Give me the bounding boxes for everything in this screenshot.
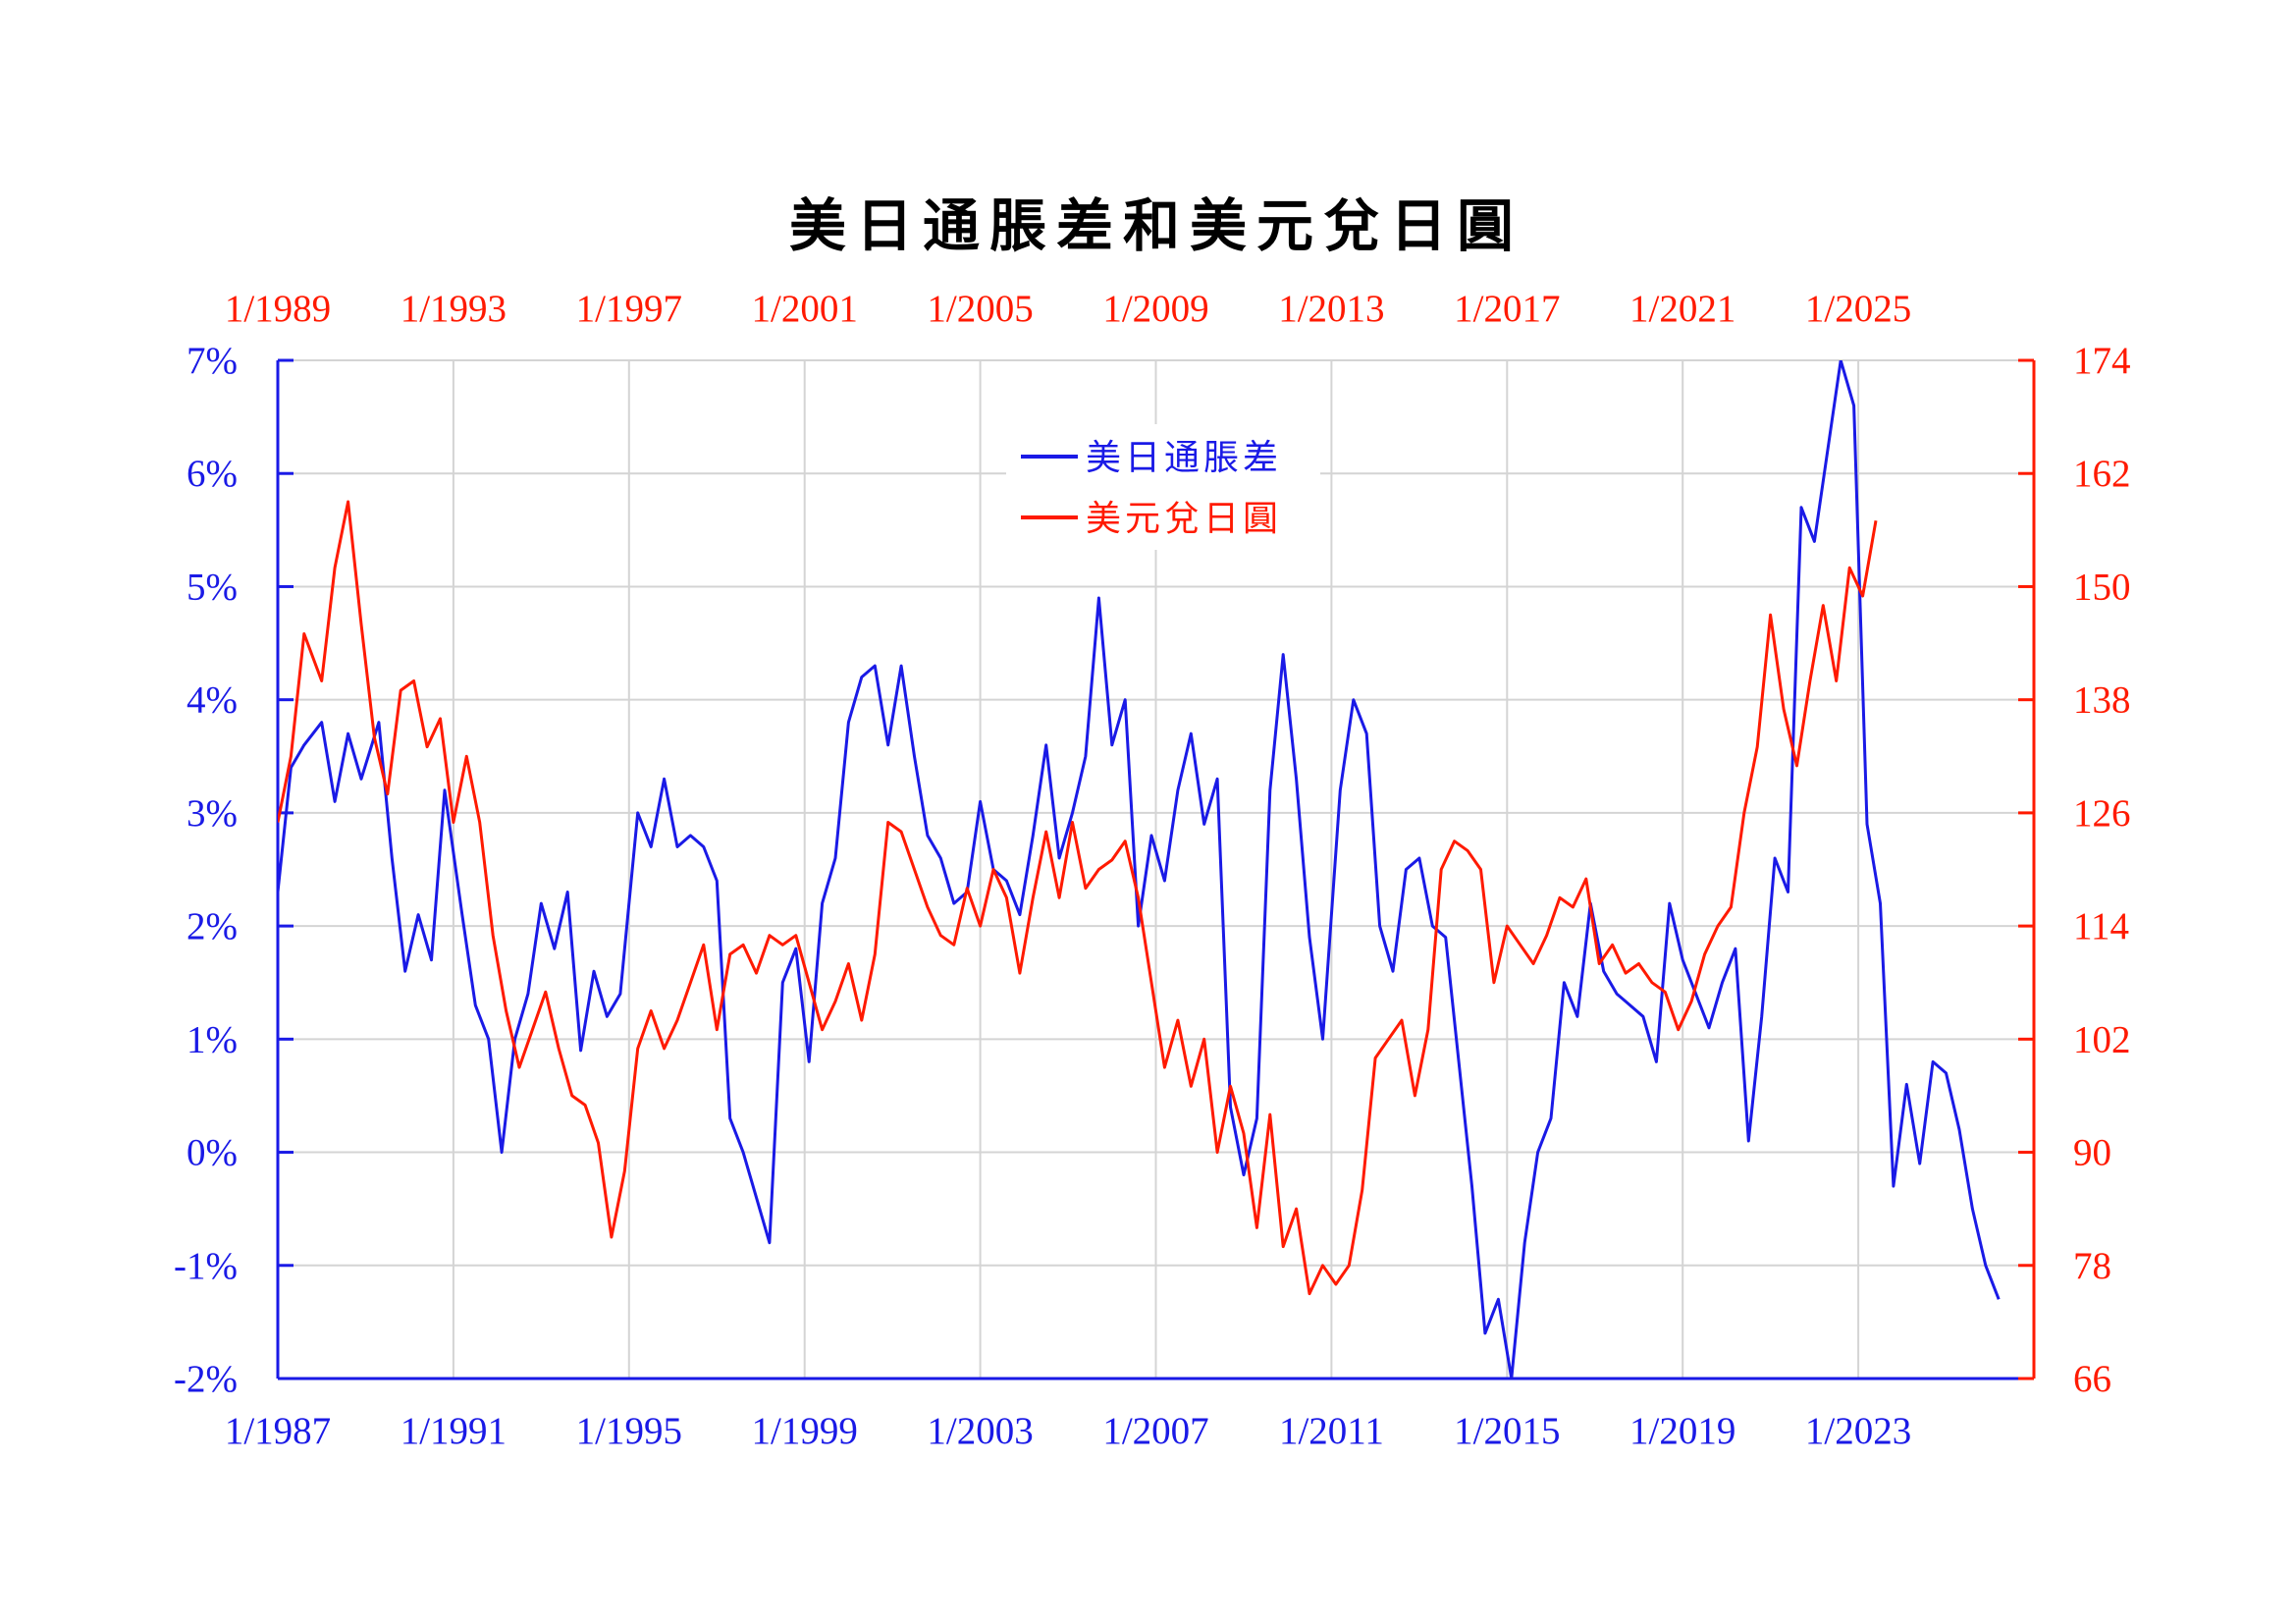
x-top-tick-label: 1/2001 [752,288,858,330]
y-left-tick-label: 1% [187,1018,238,1060]
legend-background [1006,424,1320,550]
grid-lines [278,359,2035,1380]
y-left-tick-label: 2% [187,905,238,947]
series-lines [278,360,2001,1379]
y-left-tick-label: 0% [187,1132,238,1174]
x-top-tick-label: 1/1989 [225,288,331,330]
axes [276,358,2036,1380]
y-right-tick-label: 114 [2073,905,2129,947]
legend-label-usdjpy: 美元兌日圓 [1086,499,1282,539]
x-bottom-tick-label: 1/2007 [1102,1410,1208,1452]
y-left-tick-label: 4% [187,679,238,722]
y-left-tick-label: 6% [187,453,238,495]
x-top-tick-label: 1/2025 [1805,288,1911,330]
y-right-tick-label: 90 [2073,1132,2111,1174]
y-left-tick-label: -2% [174,1358,238,1400]
x-bottom-tick-label: 1/1991 [400,1410,507,1452]
x-top-tick-label: 1/2005 [927,288,1033,330]
x-bottom-tick-label: 1/1999 [752,1410,858,1452]
x-top-tick-label: 1/2009 [1102,288,1208,330]
x-bottom-tick-label: 1/1995 [576,1410,682,1452]
y-right-tick-label: 102 [2073,1018,2131,1060]
x-top-tick-label: 1/2017 [1454,288,1560,330]
x-bottom-tick-label: 1/2015 [1454,1410,1560,1452]
legend-label-inflation: 美日通脹差 [1086,438,1282,478]
y-right-tick-label: 78 [2073,1245,2111,1287]
series-line-inflation-gap [278,360,2001,1379]
y-right-tick-label: 162 [2073,453,2131,495]
x-top-tick-label: 1/1997 [576,288,682,330]
x-top-tick-label: 1/1993 [400,288,507,330]
legend: 美日通脹差 美元兌日圓 [1006,424,1320,550]
x-bottom-tick-label: 1/2003 [927,1410,1033,1452]
tick-labels: 7% 6% 5% 4% 3% 2% 1% 0% -1% -2% 174 162 150 138 126 114… [174,288,2130,1452]
chart-title: 美日通脹差和美元兌日圓 [789,192,1523,259]
y-left-tick-label: 5% [187,566,238,608]
x-bottom-tick-label: 1/2011 [1279,1410,1384,1452]
series-line-usdjpy [278,500,1878,1296]
y-right-tick-label: 150 [2073,566,2131,608]
y-right-tick-label: 66 [2073,1358,2111,1400]
y-left-tick-label: 3% [187,792,238,835]
y-right-tick-label: 174 [2073,340,2131,382]
x-bottom-tick-label: 1/1987 [225,1410,331,1452]
x-bottom-tick-label: 1/2023 [1805,1410,1911,1452]
y-left-tick-label: -1% [174,1245,238,1287]
y-left-tick-label: 7% [187,340,238,382]
x-top-tick-label: 1/2013 [1278,288,1384,330]
y-right-tick-label: 126 [2073,792,2131,835]
y-right-tick-label: 138 [2073,679,2131,722]
x-bottom-tick-label: 1/2019 [1629,1410,1735,1452]
x-top-tick-label: 1/2021 [1629,288,1735,330]
